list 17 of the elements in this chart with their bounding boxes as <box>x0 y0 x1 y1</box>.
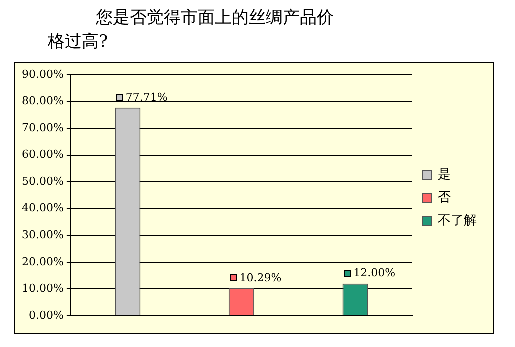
y-tick-label: 40.00% <box>22 202 64 215</box>
data-label: 12.00% <box>354 266 396 280</box>
y-tick-label: 20.00% <box>22 255 64 268</box>
y-tick-label: 30.00% <box>22 228 64 242</box>
chart-title: 您是否觉得市面上的丝绸产品价格过高? <box>48 7 335 54</box>
y-tick-label: 0.00% <box>28 308 64 322</box>
data-label: 10.29% <box>240 271 282 284</box>
legend-label: 不了解 <box>438 213 477 228</box>
y-tick-label: 80.00% <box>22 94 64 108</box>
legend-label: 是 <box>438 167 451 182</box>
y-tick-label: 10.00% <box>22 282 64 296</box>
y-tick-label: 50.00% <box>22 174 64 188</box>
data-label: 77.71% <box>126 90 168 104</box>
y-tick-label: 70.00% <box>22 121 64 134</box>
y-tick-label: 90.00% <box>22 68 64 81</box>
legend-label: 否 <box>438 190 451 206</box>
y-tick-label: 60.00% <box>22 148 64 162</box>
